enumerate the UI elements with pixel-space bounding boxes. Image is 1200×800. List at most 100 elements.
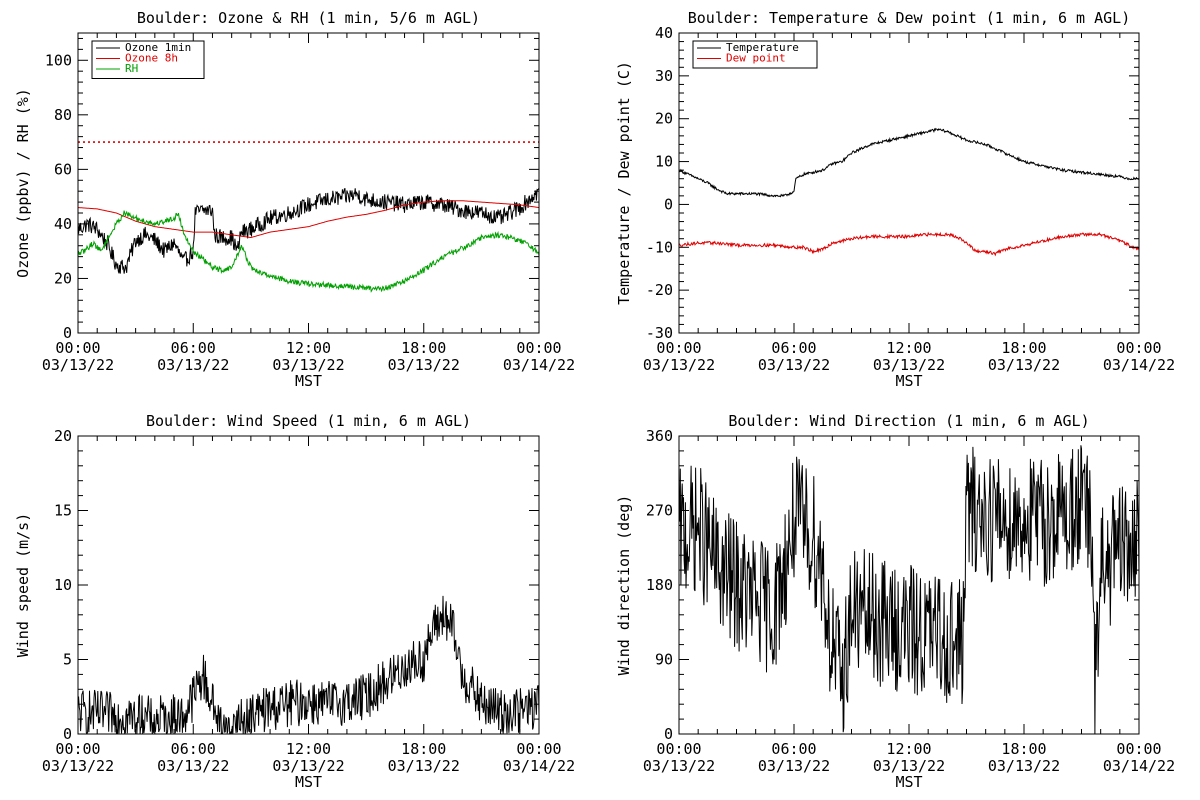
y-tick-label: -10 bbox=[646, 238, 673, 256]
x-tick-date: 03/13/22 bbox=[873, 356, 945, 374]
x-tick-time: 12:00 bbox=[286, 339, 331, 357]
chart-title: Boulder: Wind Speed (1 min, 6 m AGL) bbox=[146, 412, 471, 430]
series-group bbox=[679, 127, 1139, 257]
y-tick-label: 20 bbox=[655, 110, 673, 128]
series-group bbox=[78, 595, 539, 734]
x-tick-time: 18:00 bbox=[401, 339, 446, 357]
y-tick-label: 90 bbox=[655, 651, 673, 669]
x-tick-date: 03/13/22 bbox=[758, 356, 830, 374]
y-tick-label: 40 bbox=[655, 24, 673, 42]
x-tick-date: 03/13/22 bbox=[988, 757, 1060, 775]
x-tick-time: 18:00 bbox=[1001, 339, 1046, 357]
series-line-temperature bbox=[679, 127, 1139, 198]
x-tick-date: 03/13/22 bbox=[873, 757, 945, 775]
y-tick-label: 0 bbox=[63, 725, 72, 743]
x-tick-time: 12:00 bbox=[886, 740, 931, 758]
x-tick-time: 00:00 bbox=[516, 740, 561, 758]
y-tick-label: 0 bbox=[63, 324, 72, 342]
x-tick-time: 00:00 bbox=[55, 740, 100, 758]
y-tick-label: -30 bbox=[646, 324, 673, 342]
series-line-ozone-8h bbox=[78, 200, 539, 238]
series-line-dew-point bbox=[679, 231, 1139, 257]
x-tick-date: 03/13/22 bbox=[42, 757, 114, 775]
x-tick-time: 00:00 bbox=[1116, 740, 1161, 758]
series-line-rh bbox=[78, 210, 539, 293]
y-tick-label: 180 bbox=[646, 576, 673, 594]
y-tick-label: 0 bbox=[664, 195, 673, 213]
y-tick-label: 15 bbox=[54, 502, 72, 520]
x-tick-time: 12:00 bbox=[886, 339, 931, 357]
series-line bbox=[78, 595, 539, 734]
x-tick-date: 03/13/22 bbox=[758, 757, 830, 775]
x-tick-date: 03/13/22 bbox=[272, 757, 344, 775]
x-tick-date: 03/13/22 bbox=[388, 757, 460, 775]
y-tick-label: 20 bbox=[54, 427, 72, 445]
y-tick-label: 30 bbox=[655, 67, 673, 85]
chart-title: Boulder: Temperature & Dew point (1 min,… bbox=[688, 9, 1131, 27]
y-axis-label: Wind direction (deg) bbox=[615, 495, 633, 676]
chart-panel-4: Boulder: Wind Direction (1 min, 6 m AGL)… bbox=[615, 412, 1175, 791]
plot-frame bbox=[678, 32, 1140, 334]
y-tick-label: 10 bbox=[655, 153, 673, 171]
x-tick-date: 03/14/22 bbox=[1103, 356, 1175, 374]
x-tick-date: 03/13/22 bbox=[272, 356, 344, 374]
series-line-ozone-1min bbox=[78, 187, 539, 274]
x-tick-date: 03/13/22 bbox=[157, 757, 229, 775]
y-tick-label: 100 bbox=[45, 51, 72, 69]
x-tick-time: 00:00 bbox=[516, 339, 561, 357]
y-tick-label: 60 bbox=[54, 160, 72, 178]
x-tick-date: 03/14/22 bbox=[503, 757, 575, 775]
chart-title: Boulder: Ozone & RH (1 min, 5/6 m AGL) bbox=[137, 9, 480, 27]
legend-box bbox=[692, 40, 818, 69]
chart-panel-2: Boulder: Temperature & Dew point (1 min,… bbox=[615, 9, 1175, 390]
y-axis-label: Wind speed (m/s) bbox=[14, 513, 32, 658]
chart-panel-1: Boulder: Ozone & RH (1 min, 5/6 m AGL) 0 2… bbox=[14, 9, 575, 390]
x-tick-time: 00:00 bbox=[656, 339, 701, 357]
x-tick-time: 00:00 bbox=[55, 339, 100, 357]
x-tick-time: 06:00 bbox=[171, 339, 216, 357]
y-tick-label: 80 bbox=[54, 106, 72, 124]
series-group bbox=[679, 445, 1139, 734]
y-axis-label: Temperature / Dew point (C) bbox=[615, 61, 633, 305]
y-tick-label: -20 bbox=[646, 281, 673, 299]
y-tick-label: 20 bbox=[54, 269, 72, 287]
legend-label: Ozone 1min bbox=[125, 41, 191, 54]
y-tick-label: 40 bbox=[54, 215, 72, 233]
x-tick-date: 03/13/22 bbox=[988, 356, 1060, 374]
y-axis-label: Ozone (ppbv) / RH (%) bbox=[14, 88, 32, 278]
x-tick-date: 03/13/22 bbox=[388, 356, 460, 374]
y-tick-label: 5 bbox=[63, 651, 72, 669]
x-tick-date: 03/13/22 bbox=[42, 356, 114, 374]
legend-label: RH bbox=[125, 62, 138, 75]
x-tick-date: 03/13/22 bbox=[157, 356, 229, 374]
legend-label: Dew point bbox=[726, 52, 786, 65]
x-tick-time: 00:00 bbox=[1116, 339, 1161, 357]
x-tick-time: 06:00 bbox=[771, 740, 816, 758]
x-tick-time: 18:00 bbox=[401, 740, 446, 758]
x-axis-label: MST bbox=[295, 773, 322, 791]
x-tick-date: 03/13/22 bbox=[643, 757, 715, 775]
chart-panel-3: Boulder: Wind Speed (1 min, 6 m AGL) 0 5 10… bbox=[14, 412, 575, 791]
series-group bbox=[78, 187, 539, 293]
x-tick-date: 03/14/22 bbox=[1103, 757, 1175, 775]
x-tick-date: 03/13/22 bbox=[643, 356, 715, 374]
x-axis-label: MST bbox=[895, 372, 922, 390]
legend-label: Ozone 8h bbox=[125, 52, 178, 65]
x-axis-label: MST bbox=[295, 372, 322, 390]
legend-box bbox=[91, 40, 205, 79]
x-tick-time: 12:00 bbox=[286, 740, 331, 758]
legend-label: Temperature bbox=[726, 41, 799, 54]
y-tick-label: 360 bbox=[646, 427, 673, 445]
y-tick-label: 0 bbox=[664, 725, 673, 743]
x-tick-time: 06:00 bbox=[771, 339, 816, 357]
x-tick-time: 00:00 bbox=[656, 740, 701, 758]
chart-title: Boulder: Wind Direction (1 min, 6 m AGL) bbox=[728, 412, 1089, 430]
series-line bbox=[679, 445, 1139, 734]
y-tick-label: 10 bbox=[54, 576, 72, 594]
x-tick-time: 06:00 bbox=[171, 740, 216, 758]
x-tick-time: 18:00 bbox=[1001, 740, 1046, 758]
x-axis-label: MST bbox=[895, 773, 922, 791]
